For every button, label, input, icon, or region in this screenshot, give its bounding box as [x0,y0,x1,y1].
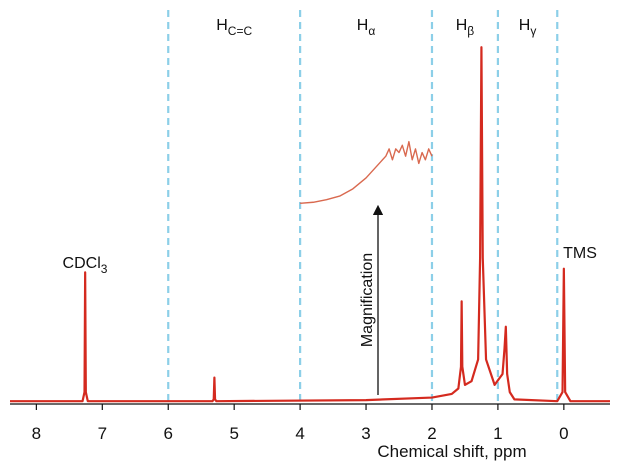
region-label-sub: α [368,24,375,38]
region-label-main: H [456,17,468,34]
annotation: Magnification [359,253,376,347]
x-tick-label: 5 [229,424,238,443]
region-label-main: H [216,17,228,34]
x-axis-label: Chemical shift, ppm [377,442,526,461]
spectrum-line [300,140,433,205]
x-tick-label: 0 [559,424,568,443]
x-tick-label: 2 [427,424,436,443]
annotation: CDCl3 [63,255,108,276]
spectrum-line [10,46,610,403]
region-label-main: H [357,17,369,34]
annotation-sub: 3 [101,262,108,276]
x-tick-label: 3 [361,424,370,443]
x-tick-label: 1 [493,424,502,443]
annotation-main: CDCl [63,255,101,272]
x-tick-label: 6 [164,424,173,443]
annotation: TMS [563,245,597,262]
region-label: Hγ [519,17,537,38]
x-tick-label: 4 [295,424,304,443]
region-label-sub: γ [530,24,536,38]
region-label-sub: C=C [228,24,253,38]
region-label-main: H [519,17,531,34]
region-label: Hβ [456,17,475,38]
x-tick-label: 7 [98,424,107,443]
region-label: Hα [357,17,376,38]
x-tick-label: 8 [32,424,41,443]
region-label: HC=C [216,17,252,38]
region-label-sub: β [467,24,474,38]
